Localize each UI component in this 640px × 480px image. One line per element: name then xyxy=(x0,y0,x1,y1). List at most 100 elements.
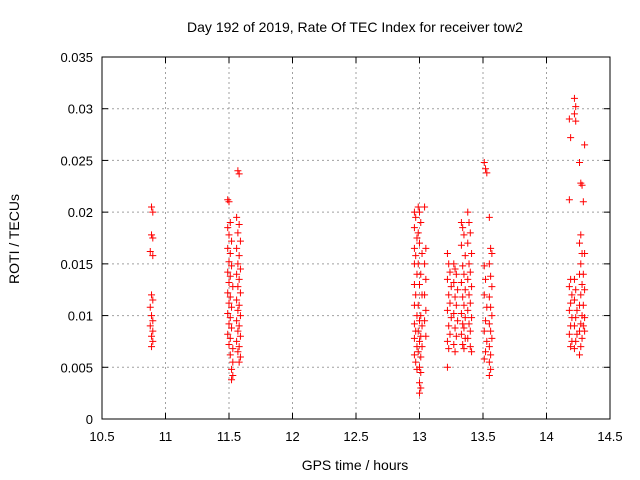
data-point xyxy=(149,208,157,216)
data-point xyxy=(234,348,242,356)
grid-lines xyxy=(102,57,610,419)
data-point xyxy=(235,358,243,366)
data-point xyxy=(581,250,589,258)
data-point xyxy=(445,291,453,299)
data-point xyxy=(573,306,581,314)
data-point xyxy=(443,337,451,345)
data-point xyxy=(235,322,243,330)
data-point xyxy=(412,252,420,260)
data-point xyxy=(572,286,580,294)
data-point xyxy=(233,317,241,325)
data-point xyxy=(234,306,242,314)
data-point xyxy=(228,365,236,373)
data-point xyxy=(229,358,237,366)
data-point xyxy=(224,330,232,338)
data-point xyxy=(464,275,472,283)
x-tick-label: 11.5 xyxy=(217,429,241,444)
data-point xyxy=(459,320,467,328)
y-tick-label: 0.01 xyxy=(68,309,93,324)
data-point xyxy=(417,384,425,392)
data-point xyxy=(468,250,476,258)
data-point xyxy=(235,252,243,260)
data-point xyxy=(235,343,243,351)
data-point xyxy=(416,379,423,387)
x-tick-label: 12.5 xyxy=(343,429,368,444)
data-point xyxy=(450,310,458,318)
data-point xyxy=(146,303,154,311)
data-point xyxy=(466,268,474,276)
data-point xyxy=(414,327,422,335)
data-point xyxy=(447,283,455,291)
data-point xyxy=(414,229,422,237)
x-tick-label: 11 xyxy=(159,429,173,444)
data-point xyxy=(225,278,233,286)
data-point xyxy=(451,348,459,356)
data-point xyxy=(228,324,236,332)
data-point xyxy=(577,260,585,268)
data-point xyxy=(226,250,234,258)
data-point xyxy=(413,234,421,242)
data-point xyxy=(225,299,233,307)
data-point xyxy=(412,213,420,221)
data-point xyxy=(233,244,241,252)
data-point xyxy=(482,317,490,325)
x-tick-label: 13.5 xyxy=(470,429,495,444)
data-point xyxy=(488,334,496,342)
data-point xyxy=(457,278,465,286)
data-point xyxy=(228,376,236,384)
data-point xyxy=(422,332,430,340)
data-point xyxy=(459,262,467,270)
data-point xyxy=(576,239,584,247)
data-point xyxy=(487,272,495,280)
data-point xyxy=(459,341,467,349)
x-tick-label: 13 xyxy=(412,429,426,444)
data-point xyxy=(236,332,244,340)
data-point xyxy=(485,260,493,268)
y-tick-label: 0 xyxy=(86,412,93,427)
data-point xyxy=(149,337,157,345)
data-point xyxy=(450,260,458,268)
data-point xyxy=(568,291,576,299)
data-point xyxy=(236,237,244,245)
data-point xyxy=(572,314,580,322)
y-axis-label: ROTI / TECUs xyxy=(6,194,22,284)
data-point xyxy=(452,301,460,309)
data-point xyxy=(422,244,430,252)
data-point xyxy=(460,345,468,353)
data-point xyxy=(226,293,234,301)
data-point xyxy=(445,322,453,330)
data-point xyxy=(468,348,476,356)
data-point xyxy=(236,289,244,297)
data-point xyxy=(465,260,473,268)
data-point xyxy=(488,312,496,320)
data-point xyxy=(567,134,575,142)
data-point xyxy=(234,327,242,335)
data-point xyxy=(457,310,465,318)
data-point xyxy=(480,158,488,166)
data-point xyxy=(233,296,241,304)
data-point xyxy=(235,275,243,283)
data-point xyxy=(235,170,243,178)
data-point xyxy=(483,337,491,345)
data-point xyxy=(416,337,423,345)
data-point xyxy=(148,203,156,211)
data-point xyxy=(457,241,465,249)
data-point xyxy=(224,244,232,252)
data-point xyxy=(579,301,587,309)
data-point xyxy=(464,306,472,314)
data-point xyxy=(233,337,241,345)
data-point xyxy=(443,306,451,314)
data-point xyxy=(487,244,495,252)
data-point xyxy=(445,345,453,353)
data-point xyxy=(487,365,495,373)
data-point xyxy=(461,252,469,260)
data-point xyxy=(464,334,472,342)
data-point xyxy=(412,358,420,366)
data-point xyxy=(414,301,422,309)
data-point xyxy=(482,275,490,283)
data-point xyxy=(446,299,454,307)
data-points xyxy=(146,94,589,397)
data-point xyxy=(485,320,493,328)
data-point xyxy=(443,275,451,283)
data-point xyxy=(234,260,242,268)
